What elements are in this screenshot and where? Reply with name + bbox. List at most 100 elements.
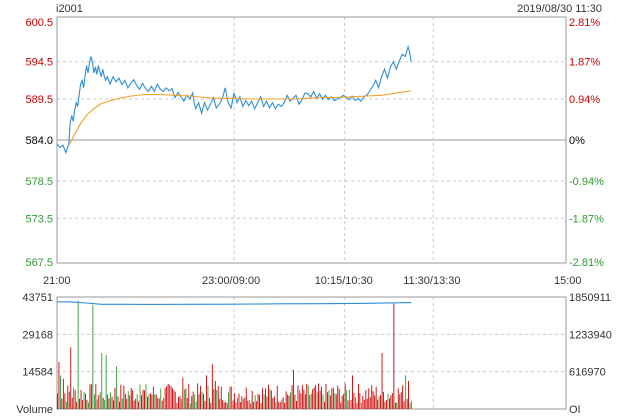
volume-bar xyxy=(228,392,229,409)
volume-bar xyxy=(368,388,370,409)
volume-bar xyxy=(239,402,241,409)
volume-bar xyxy=(343,394,345,409)
volume-bar xyxy=(79,398,80,409)
volume-bar xyxy=(260,403,262,409)
volume-bar xyxy=(71,397,73,409)
volume-bar xyxy=(155,394,157,409)
oi-tick-label: 616970 xyxy=(569,367,606,379)
chart-grid xyxy=(57,17,566,409)
volume-bar xyxy=(325,383,327,409)
volume-bar xyxy=(278,401,280,409)
volume-bar xyxy=(214,381,216,409)
volume-bar xyxy=(393,303,395,409)
volume-bar xyxy=(175,392,176,409)
volume-bar xyxy=(353,392,355,409)
volume-bar xyxy=(268,384,269,409)
time-axis-label: 10:15/10:30 xyxy=(315,275,373,287)
volume-bar xyxy=(105,355,107,409)
volume-bar xyxy=(217,385,219,409)
volume-bar xyxy=(85,393,86,409)
volume-bar xyxy=(359,393,361,409)
volume-bar xyxy=(173,390,175,409)
volume-bar xyxy=(172,388,173,409)
volume-bar xyxy=(237,397,238,409)
volume-bar xyxy=(238,393,240,409)
volume-bar xyxy=(263,394,265,409)
volume-bar xyxy=(309,395,311,409)
volume-bar xyxy=(201,391,203,409)
volume-bar xyxy=(234,393,235,409)
volume-bar xyxy=(355,397,356,409)
volume-bar xyxy=(180,399,182,409)
volume-bar xyxy=(344,383,346,409)
volume-bar xyxy=(86,399,88,409)
time-axis-label: 21:00 xyxy=(43,275,71,287)
volume-bar xyxy=(209,398,210,409)
volume-bar xyxy=(135,398,137,409)
volume-bar xyxy=(324,401,325,409)
volume-bar xyxy=(247,400,249,409)
price-tick-label: 567.5 xyxy=(25,257,53,269)
volume-bar xyxy=(198,394,200,409)
price-tick-label: 589.5 xyxy=(25,94,53,106)
volume-bar xyxy=(332,387,334,409)
volume-bar xyxy=(296,401,297,409)
volume-bar xyxy=(300,393,302,409)
volume-bar xyxy=(160,388,162,409)
time-axis-label: 11:30/13:30 xyxy=(403,275,460,287)
volume-bar xyxy=(127,391,129,409)
volume-bar xyxy=(322,394,324,409)
volume-bar xyxy=(145,384,147,409)
volume-bar xyxy=(68,391,70,409)
volume-bar xyxy=(232,400,234,409)
volume-bar xyxy=(272,398,274,409)
volume-bar xyxy=(290,392,291,409)
volume-bar xyxy=(366,398,368,409)
volume-bar xyxy=(107,394,109,409)
volume-bar xyxy=(250,403,252,409)
volume-bar xyxy=(210,402,212,409)
volume-bar xyxy=(257,393,259,409)
volume-bar xyxy=(226,403,228,409)
volume-bar xyxy=(266,396,268,409)
volume-bar xyxy=(200,385,201,409)
pct-tick-label: 2.81% xyxy=(569,17,600,29)
volume-bar xyxy=(166,386,168,409)
volume-bar xyxy=(154,394,156,409)
volume-bar xyxy=(282,397,284,409)
volume-bar xyxy=(124,393,126,409)
volume-bar xyxy=(113,400,114,409)
volume-panel-frame xyxy=(56,296,567,410)
volume-bar xyxy=(287,394,289,409)
volume-bar xyxy=(183,389,185,409)
volume-bar xyxy=(362,395,364,409)
volume-bar xyxy=(408,381,409,409)
volume-bar xyxy=(369,397,371,409)
volume-bar xyxy=(329,395,331,409)
volume-bar xyxy=(254,395,256,409)
volume-bar xyxy=(334,393,336,409)
volume-bar xyxy=(164,387,166,409)
price-tick-label: 573.5 xyxy=(25,213,53,225)
volume-bar xyxy=(222,400,224,409)
volume-bar xyxy=(275,401,277,409)
volume-bar xyxy=(144,390,145,409)
volume-bar xyxy=(207,385,209,409)
volume-bar xyxy=(151,394,153,409)
volume-bar xyxy=(188,384,190,409)
volume-bar xyxy=(157,398,159,409)
volume-bar xyxy=(409,402,411,409)
volume-bar xyxy=(235,402,237,409)
pct-tick-label: 0.94% xyxy=(569,94,600,106)
volume-bar xyxy=(315,385,317,409)
volume-bar xyxy=(211,364,213,409)
oi-tick-label: OI xyxy=(569,404,581,416)
volume-tick-label: 43751 xyxy=(22,292,53,304)
volume-bar xyxy=(119,401,120,409)
volume-bar xyxy=(121,398,123,409)
volume-bar xyxy=(147,396,148,409)
chart-tick-labels: 600.5 2.81% 594.5 1.87% 589.5 0.94% 584.0 0% 578… xyxy=(16,17,612,416)
volume-bar xyxy=(80,389,82,409)
volume-bar xyxy=(387,393,389,409)
volume-tick-label: Volume xyxy=(16,404,53,416)
